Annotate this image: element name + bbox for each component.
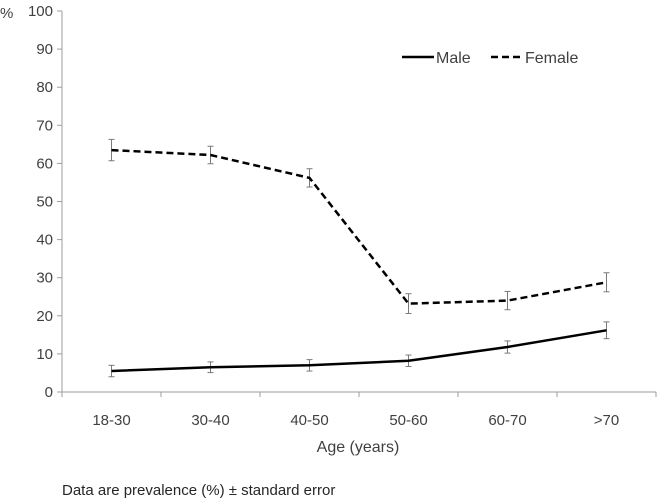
chart-legend: Male Female	[402, 50, 578, 67]
x-tick-label: 30-40	[191, 412, 229, 429]
x-axis-label: Age (years)	[317, 439, 400, 456]
y-axis-label: %	[0, 5, 13, 22]
x-tick-label: 18-30	[92, 412, 130, 429]
y-tick-label: 30	[36, 270, 53, 287]
y-tick-label: 50	[36, 194, 53, 211]
y-axis-ticks: 0 10 20 30 40 50 60 70 80 90 100	[28, 3, 62, 401]
y-tick-label: 90	[36, 41, 53, 58]
x-axis-ticks: 18-30 30-40 40-50 50-60 60-70 >70	[61, 392, 657, 429]
series-line-female	[111, 148, 607, 305]
y-tick-label: 100	[28, 3, 53, 20]
y-tick-label: 80	[36, 79, 53, 96]
x-tick-label: 60-70	[488, 412, 526, 429]
series-line-male	[111, 329, 607, 373]
y-tick-label: 20	[36, 308, 53, 325]
x-tick-label: 50-60	[389, 412, 427, 429]
series-lines	[111, 148, 607, 373]
x-tick-label: 40-50	[290, 412, 328, 429]
y-tick-label: 0	[45, 384, 53, 401]
error-bars	[108, 138, 610, 378]
x-tick-label: >70	[594, 412, 619, 429]
footnote: Data are prevalence (%) ± standard error	[62, 482, 336, 499]
legend-label-male: Male	[436, 50, 471, 67]
y-tick-label: 40	[36, 232, 53, 249]
y-tick-label: 70	[36, 117, 53, 134]
legend-label-female: Female	[525, 50, 578, 67]
y-tick-label: 60	[36, 155, 53, 172]
chart-axes	[61, 11, 656, 393]
y-tick-label: 10	[36, 346, 53, 363]
